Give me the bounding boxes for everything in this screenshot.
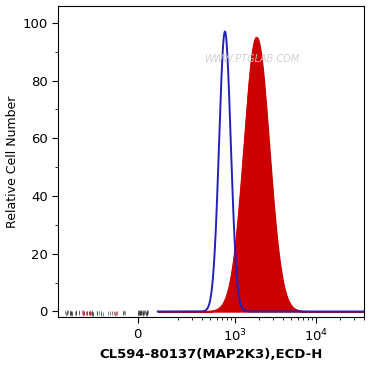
X-axis label: CL594-80137(MAP2K3),ECD-H: CL594-80137(MAP2K3),ECD-H [100,348,323,361]
Text: WWW.PTGLAB.COM: WWW.PTGLAB.COM [204,54,299,63]
Y-axis label: Relative Cell Number: Relative Cell Number [6,95,18,228]
